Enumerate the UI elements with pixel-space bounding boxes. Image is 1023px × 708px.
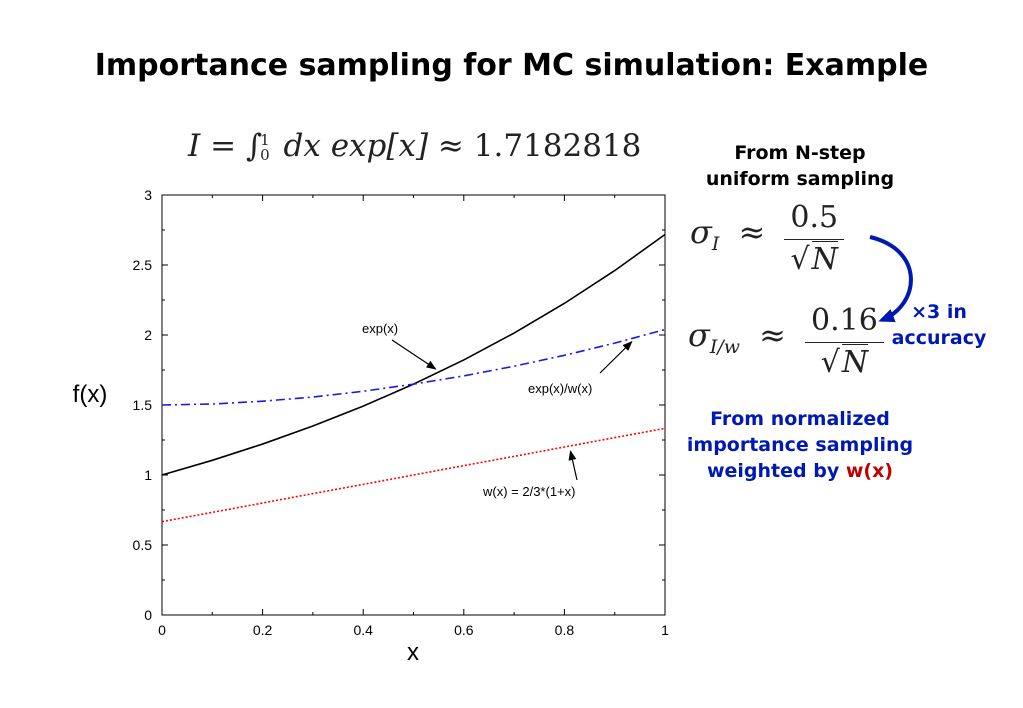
y-tick-label: 3 (144, 187, 152, 203)
plot-frame (161, 194, 666, 616)
sigma-uniform-n: N (811, 241, 838, 277)
integral-approx: ≈ (437, 128, 464, 164)
sigma-importance-subscript: I/w (709, 336, 741, 358)
importance-heading-line-1: From normalized (710, 408, 890, 430)
sigma-importance-numerator: 0.16 (805, 303, 884, 343)
annotation-label: exp(x) (362, 321, 398, 336)
integral-integrand: dx exp[x] (283, 128, 429, 164)
y-tick-label: 0.5 (133, 537, 153, 553)
y-axis-label: f(x) (73, 381, 108, 408)
y-tick-label: 2 (144, 327, 152, 343)
sigma-importance-denominator: √N (805, 343, 884, 380)
x-tick-label: 0 (158, 622, 166, 638)
sigma-importance-approx: ≈ (759, 316, 786, 354)
x-tick-label: 0.6 (454, 622, 474, 638)
uniform-heading-line-1: From N-step (734, 142, 866, 164)
integral-sign: ∫ (245, 128, 263, 164)
importance-heading-w: w(x) (845, 460, 894, 482)
integral-formula: I = ∫ 1 0 dx exp[x] ≈ 1.7182818 (188, 128, 641, 164)
y-tick-label: 1 (144, 467, 152, 483)
y-tick-label: 0 (144, 607, 152, 623)
sigma-uniform-subscript: I (711, 233, 720, 255)
sigma-uniform-root: √ (790, 242, 810, 277)
x-axis-label: x (407, 639, 419, 666)
integral-upper-limit: 1 (260, 130, 270, 149)
sigma-uniform-numerator: 0.5 (784, 200, 845, 240)
annotation-arrow (391, 339, 437, 370)
integral-lhs: I (188, 128, 201, 164)
integral-equals: = (210, 128, 237, 164)
series-line-2 (161, 328, 666, 406)
sigma-uniform-formula: σI ≈ 0.5 √N (690, 200, 845, 277)
importance-heading-line-2: importance sampling (686, 434, 914, 456)
sigma-uniform-symbol: σ (690, 213, 712, 251)
sigma-importance-n: N (841, 344, 869, 380)
annotation-label: exp(x)/w(x) (528, 381, 592, 396)
importance-sampling-heading: From normalized importance sampling weig… (665, 406, 935, 484)
sigma-uniform-fraction: 0.5 √N (784, 200, 845, 277)
annotation-arrow (568, 450, 578, 481)
slide-title: Importance sampling for MC simulation: E… (94, 48, 929, 83)
uniform-heading-line-2: uniform sampling (705, 168, 895, 190)
x-tick-label: 1 (661, 622, 669, 638)
x-tick-label: 0.4 (353, 622, 373, 638)
sigma-uniform-approx: ≈ (738, 213, 766, 251)
accuracy-arrow (869, 235, 913, 323)
integral-lower-limit: 0 (260, 145, 270, 164)
series-line-3 (161, 427, 666, 523)
importance-heading-weighted-by: weighted by (706, 460, 846, 482)
sigma-importance-formula: σI/w ≈ 0.16 √N (688, 303, 884, 380)
integral-value: 1.7182818 (473, 128, 642, 164)
sigma-importance-symbol: σ (688, 316, 710, 354)
annotation-label: w(x) = 2/3*(1+x) (482, 484, 575, 499)
annotation-arrow (599, 340, 633, 374)
y-tick-label: 2.5 (133, 257, 153, 273)
x-tick-label: 0.2 (253, 622, 273, 638)
sigma-importance-root: √ (820, 345, 840, 380)
importance-heading-line-3: weighted by w(x) (665, 458, 935, 484)
y-tick-label: 1.5 (133, 397, 153, 413)
sigma-importance-fraction: 0.16 √N (805, 303, 884, 380)
sigma-uniform-denominator: √N (784, 240, 844, 277)
accuracy-note-line-1: ×3 in (911, 301, 967, 323)
accuracy-note: ×3 in accuracy (880, 299, 998, 351)
uniform-sampling-heading: From N-step uniform sampling (680, 140, 920, 192)
x-tick-label: 0.8 (555, 622, 575, 638)
accuracy-note-line-2: accuracy (891, 327, 987, 349)
